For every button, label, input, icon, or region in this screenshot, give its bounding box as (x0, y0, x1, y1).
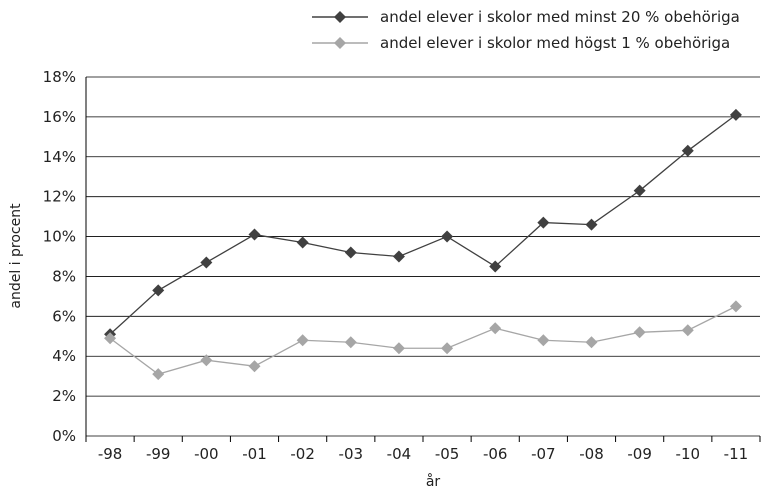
data-point (200, 354, 213, 367)
data-point (441, 230, 454, 243)
y-tick-label: 18% (43, 68, 76, 86)
legend-label: andel elever i skolor med högst 1 % obeh… (380, 34, 730, 52)
data-point (633, 184, 646, 197)
data-point (248, 228, 261, 241)
x-tick-label: -04 (387, 445, 412, 463)
y-tick-label: 2% (52, 387, 76, 405)
data-point (729, 300, 742, 313)
legend-item: andel elever i skolor med högst 1 % obeh… (312, 34, 730, 52)
x-tick-label: -11 (724, 445, 749, 463)
data-point (200, 256, 213, 269)
x-tick-label: -98 (98, 445, 123, 463)
legend-marker-icon (334, 11, 346, 23)
data-point (585, 218, 598, 231)
y-tick-label: 8% (52, 267, 76, 285)
series-1 (104, 108, 742, 341)
x-tick-label: -05 (435, 445, 460, 463)
data-point (681, 144, 694, 157)
legend: andel elever i skolor med minst 20 % obe… (312, 8, 740, 52)
x-tick-label: -01 (242, 445, 267, 463)
legend-item: andel elever i skolor med minst 20 % obe… (312, 8, 740, 26)
data-point (152, 284, 165, 297)
x-axis-title: år (426, 473, 441, 490)
x-tick-label: -03 (339, 445, 364, 463)
y-tick-label: 0% (52, 427, 76, 445)
data-point (296, 236, 309, 249)
data-point (729, 108, 742, 121)
x-tick-label: -09 (627, 445, 652, 463)
y-tick-label: 4% (52, 347, 76, 365)
data-point (537, 334, 550, 347)
data-point (585, 336, 598, 349)
y-tick-label: 16% (43, 108, 76, 126)
x-tick-label: -02 (290, 445, 315, 463)
y-axis-ticks: 0% 2% 4% 6% 8% 10% 12% 14% 16% 18% (43, 68, 76, 445)
y-tick-label: 14% (43, 148, 76, 166)
x-tick-label: -06 (483, 445, 508, 463)
series-line (109, 114, 737, 335)
data-point (681, 324, 694, 337)
data-point (296, 334, 309, 347)
x-tick-label: -10 (676, 445, 701, 463)
data-point (392, 250, 405, 263)
x-tick-label: -00 (194, 445, 219, 463)
data-point (489, 322, 502, 335)
y-axis-title: andel i procent (8, 203, 24, 309)
x-axis-ticks: -98 -99 -00 -01 -02 -03 -04 -05 -06 -07 -08 -09 -10 -… (85, 436, 761, 463)
data-point (489, 260, 502, 273)
data-point (104, 332, 117, 345)
y-tick-label: 6% (52, 307, 76, 325)
gridlines (86, 76, 760, 437)
data-point (537, 216, 550, 229)
data-point (633, 326, 646, 339)
data-point (441, 342, 454, 355)
x-tick-label: -07 (531, 445, 556, 463)
x-tick-label: -99 (146, 445, 171, 463)
data-point (392, 342, 405, 355)
series-2 (104, 300, 742, 381)
legend-label: andel elever i skolor med minst 20 % obe… (380, 8, 740, 26)
x-tick-label: -08 (579, 445, 604, 463)
legend-marker-icon (334, 37, 346, 49)
data-point (248, 360, 261, 373)
series-group (104, 108, 742, 381)
y-tick-label: 12% (43, 188, 76, 206)
series-line (109, 305, 737, 375)
data-point (344, 246, 357, 259)
data-point (152, 368, 165, 381)
y-tick-label: 10% (43, 228, 76, 246)
data-point (344, 336, 357, 349)
